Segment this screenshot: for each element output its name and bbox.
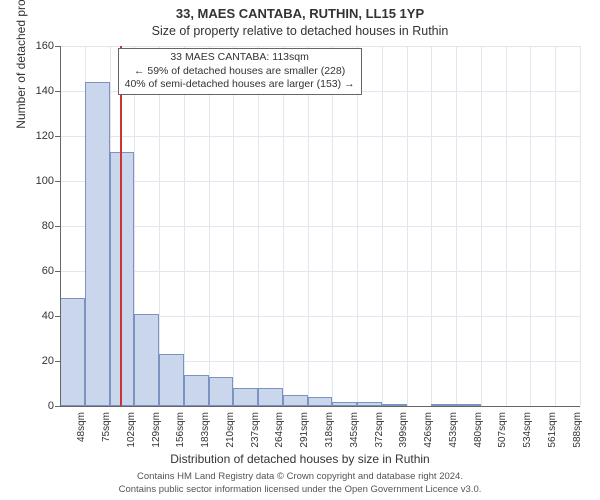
xtick-label: 210sqm [225, 412, 236, 452]
ytick-label: 20 [14, 355, 54, 367]
histogram-bar [233, 388, 258, 406]
gridline-v [283, 46, 284, 406]
callout-line: 40% of semi-detached houses are larger (… [125, 78, 355, 92]
histogram-bar [209, 377, 234, 406]
ytick-mark [55, 181, 60, 182]
histogram-bar [308, 397, 333, 406]
gridline-h [60, 271, 580, 272]
footer-line-2: Contains public sector information licen… [0, 484, 600, 496]
histogram-bar [110, 152, 135, 406]
xtick-label: 264sqm [274, 412, 285, 452]
xtick-label: 237sqm [250, 412, 261, 452]
xtick-label: 345sqm [349, 412, 360, 452]
chart-title: 33, MAES CANTABA, RUTHIN, LL15 1YP [0, 6, 600, 21]
gridline-v [184, 46, 185, 406]
xtick-label: 426sqm [423, 412, 434, 452]
callout-line: 33 MAES CANTABA: 113sqm [125, 51, 355, 65]
gridline-v [233, 46, 234, 406]
xtick-label: 561sqm [547, 412, 558, 452]
y-axis-label: Number of detached properties [14, 0, 28, 226]
y-axis-line [60, 46, 61, 406]
xtick-label: 507sqm [497, 412, 508, 452]
gridline-v [506, 46, 507, 406]
histogram-bar [85, 82, 110, 406]
ytick-mark [55, 271, 60, 272]
xtick-label: 372sqm [374, 412, 385, 452]
chart-subtitle: Size of property relative to detached ho… [0, 24, 600, 38]
xtick-label: 534sqm [522, 412, 533, 452]
gridline-v [431, 46, 432, 406]
footer-attribution: Contains HM Land Registry data © Crown c… [0, 471, 600, 496]
gridline-v [258, 46, 259, 406]
footer-line-1: Contains HM Land Registry data © Crown c… [0, 471, 600, 483]
ytick-mark [55, 316, 60, 317]
xtick-label: 102sqm [126, 412, 137, 452]
xtick-label: 399sqm [398, 412, 409, 452]
gridline-v [580, 46, 581, 406]
ytick-mark [55, 91, 60, 92]
ytick-label: 40 [14, 310, 54, 322]
gridline-h [60, 226, 580, 227]
ytick-label: 100 [14, 175, 54, 187]
ytick-mark [55, 361, 60, 362]
histogram-bar [134, 314, 159, 406]
gridline-h [60, 46, 580, 47]
histogram-bar [283, 395, 308, 406]
chart-container: 33, MAES CANTABA, RUTHIN, LL15 1YP Size … [0, 0, 600, 500]
ytick-label: 140 [14, 85, 54, 97]
gridline-v [530, 46, 531, 406]
ytick-mark [55, 226, 60, 227]
histogram-bar [184, 375, 209, 407]
xtick-label: 588sqm [572, 412, 583, 452]
xtick-label: 318sqm [324, 412, 335, 452]
callout-box: 33 MAES CANTABA: 113sqm← 59% of detached… [118, 48, 362, 95]
ytick-label: 60 [14, 265, 54, 277]
ytick-mark [55, 406, 60, 407]
gridline-h [60, 181, 580, 182]
ytick-mark [55, 46, 60, 47]
x-axis-label: Distribution of detached houses by size … [0, 452, 600, 466]
x-axis-line [60, 406, 580, 407]
xtick-label: 75sqm [101, 412, 112, 452]
gridline-v [456, 46, 457, 406]
gridline-v [382, 46, 383, 406]
xtick-label: 480sqm [473, 412, 484, 452]
gridline-v [332, 46, 333, 406]
xtick-label: 291sqm [299, 412, 310, 452]
gridline-v [159, 46, 160, 406]
xtick-label: 129sqm [151, 412, 162, 452]
xtick-label: 453sqm [448, 412, 459, 452]
histogram-bar [159, 354, 184, 406]
gridline-v [308, 46, 309, 406]
ytick-label: 80 [14, 220, 54, 232]
xtick-label: 48sqm [76, 412, 87, 452]
ytick-label: 120 [14, 130, 54, 142]
gridline-v [209, 46, 210, 406]
gridline-h [60, 136, 580, 137]
gridline-v [357, 46, 358, 406]
ytick-label: 0 [14, 400, 54, 412]
histogram-bar [258, 388, 283, 406]
marker-line [120, 46, 122, 406]
ytick-mark [55, 136, 60, 137]
gridline-v [481, 46, 482, 406]
callout-line: ← 59% of detached houses are smaller (22… [125, 65, 355, 79]
xtick-label: 183sqm [200, 412, 211, 452]
histogram-bar [60, 298, 85, 406]
gridline-v [407, 46, 408, 406]
ytick-label: 160 [14, 40, 54, 52]
xtick-label: 156sqm [175, 412, 186, 452]
gridline-v [555, 46, 556, 406]
plot-area [60, 46, 580, 406]
